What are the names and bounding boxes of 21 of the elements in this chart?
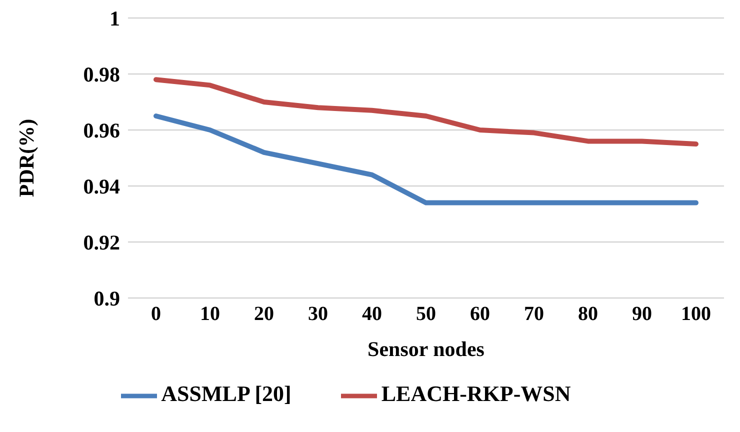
x-tick-label: 20 — [254, 303, 274, 326]
y-tick-label: 0.9 — [94, 286, 120, 310]
x-tick-label: 10 — [200, 303, 220, 326]
x-tick-label: 0 — [151, 303, 161, 326]
x-tick-label: 90 — [632, 303, 652, 326]
x-axis-title: Sensor nodes — [368, 337, 484, 361]
y-tick-label: 0.92 — [83, 230, 120, 254]
y-axis-title: PDR(%) — [14, 118, 38, 198]
y-tick-label: 0.96 — [83, 118, 120, 142]
legend-label: LEACH-RKP-WSN — [381, 381, 571, 406]
x-tick-label: 80 — [578, 303, 598, 326]
y-tick-label: 0.98 — [83, 62, 120, 86]
x-tick-label: 100 — [681, 303, 711, 326]
x-tick-label: 70 — [524, 303, 544, 326]
x-tick-label: 40 — [362, 303, 382, 326]
legend-label: ASSMLP [20] — [161, 381, 292, 406]
y-tick-label: 0.94 — [83, 174, 120, 198]
y-tick-label: 1 — [110, 6, 120, 30]
x-tick-label: 30 — [308, 303, 328, 326]
x-tick-label: 60 — [470, 303, 490, 326]
x-tick-label: 50 — [416, 303, 436, 326]
